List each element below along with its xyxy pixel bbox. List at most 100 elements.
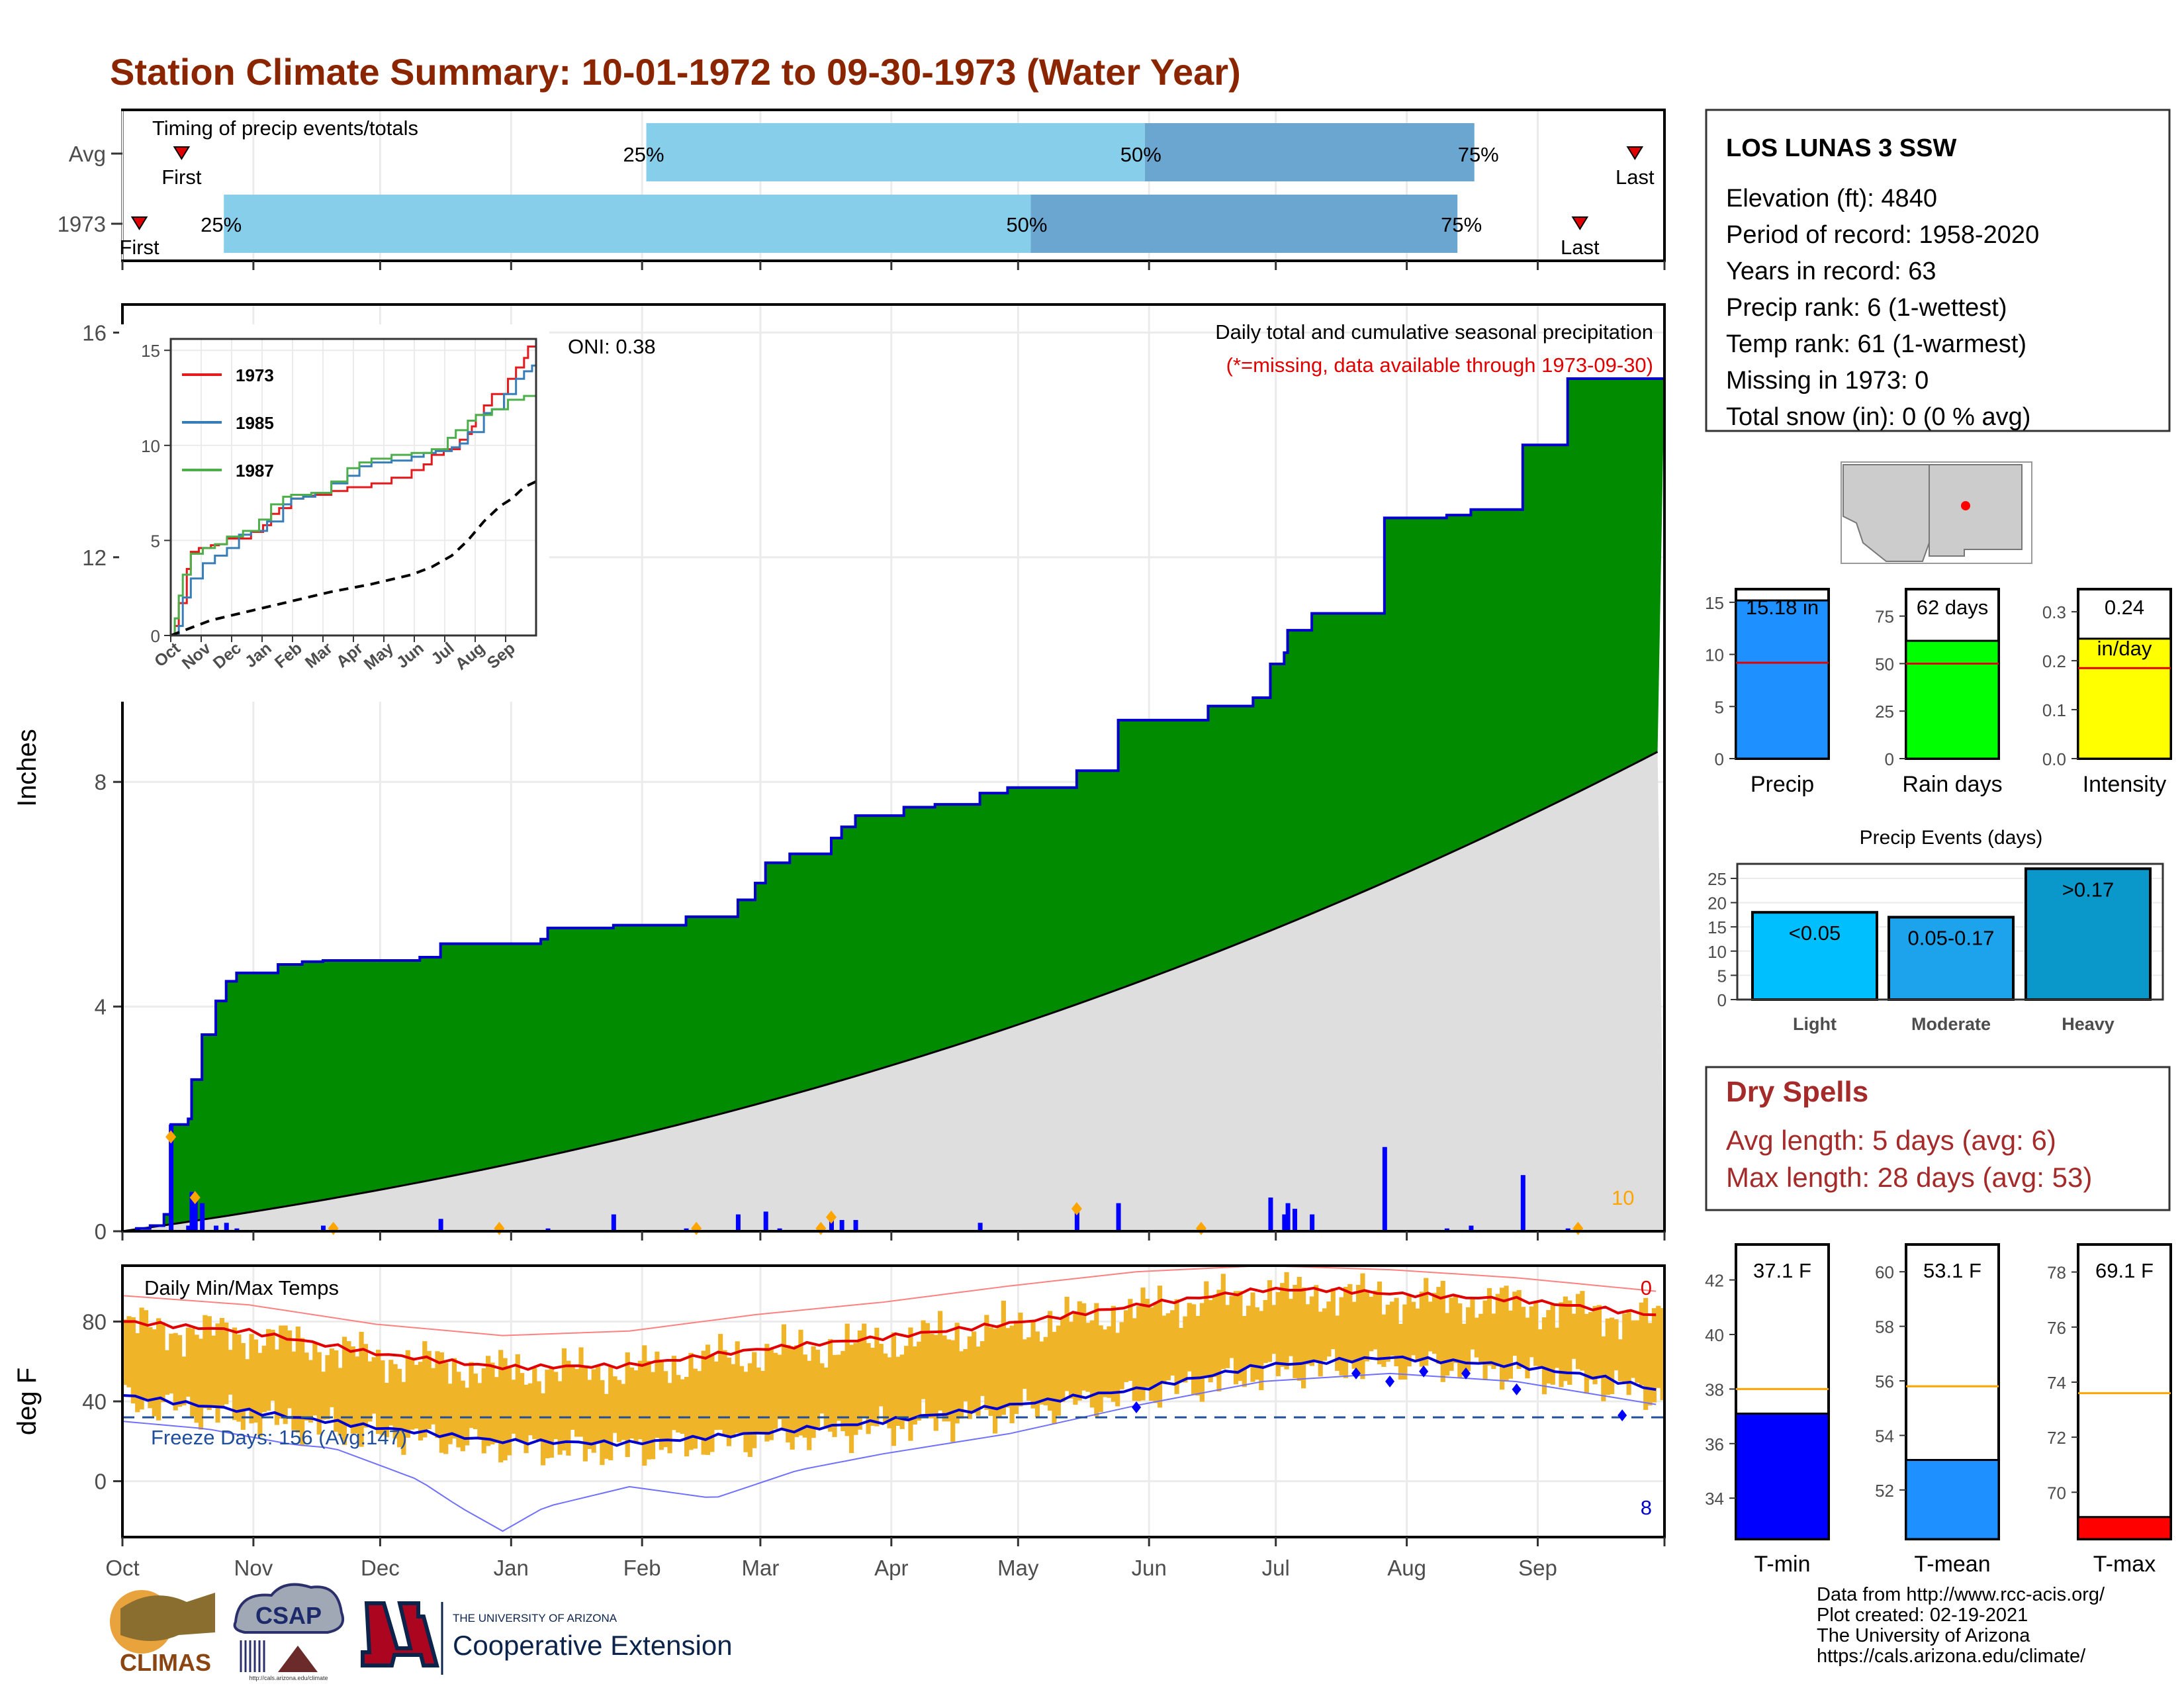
daily-temp-bar xyxy=(1626,1309,1631,1395)
daily-temp-bar xyxy=(523,1384,529,1454)
daily-temp-bar xyxy=(1178,1327,1184,1383)
daily-temp-bar xyxy=(1605,1318,1610,1395)
daily-temp-bar xyxy=(1486,1288,1492,1366)
daily-temp-bar xyxy=(1309,1296,1314,1366)
daily-temp-bar xyxy=(1254,1307,1259,1380)
daily-temp-bar xyxy=(1563,1296,1568,1382)
cumulative-precip-line xyxy=(122,377,1664,1233)
station-info-line: Missing in 1973: 0 xyxy=(1726,367,1929,395)
daily-temp-bar xyxy=(1592,1305,1598,1385)
daily-temp-bar xyxy=(249,1334,254,1424)
temp-summary-ytick-label: 36 xyxy=(1705,1434,1724,1454)
daily-temp-bar xyxy=(1453,1296,1459,1363)
daily-temp-bar xyxy=(786,1344,791,1443)
daily-precip-bar xyxy=(438,1219,443,1231)
daily-temp-bar xyxy=(1165,1313,1171,1381)
daily-temp-bar xyxy=(794,1345,799,1437)
daily-temp-bar xyxy=(485,1356,491,1446)
daily-temp-bar xyxy=(578,1347,584,1437)
daily-temp-bar xyxy=(1056,1325,1061,1416)
daily-temp-bar xyxy=(316,1352,322,1435)
daily-temp-bar xyxy=(1541,1317,1547,1395)
month-axis-label: Apr xyxy=(874,1556,908,1580)
daily-temp-bar xyxy=(1149,1307,1154,1401)
record-max-line xyxy=(122,1265,1657,1336)
daily-temp-bar xyxy=(1394,1297,1399,1366)
daily-temp-bar xyxy=(642,1345,647,1466)
temp-summary-ytick-label: 38 xyxy=(1705,1380,1724,1399)
temp-summary-value-label: 37.1 F xyxy=(1753,1259,1811,1282)
precip-ytick-label: 8 xyxy=(95,770,107,794)
daily-precip-bar xyxy=(735,1214,741,1231)
record-min-marker xyxy=(1617,1409,1627,1422)
temp-summary-ytick-label: 70 xyxy=(2047,1483,2066,1503)
daily-temp-bar xyxy=(1132,1318,1137,1401)
daily-temp-bar xyxy=(870,1348,876,1426)
daily-temp-bar xyxy=(143,1310,149,1401)
daily-temp-bar xyxy=(929,1333,934,1419)
daily-temp-bar xyxy=(705,1344,711,1455)
events-ytick-label: 5 xyxy=(1717,966,1727,986)
temp-title: Daily Min/Max Temps xyxy=(144,1276,339,1299)
daily-temp-bar xyxy=(1030,1321,1036,1409)
daily-temp-bar xyxy=(232,1327,238,1421)
daily-temp-bar xyxy=(553,1372,559,1440)
daily-temp-bar xyxy=(334,1350,339,1432)
daily-temp-bar xyxy=(1364,1292,1369,1362)
daily-temp-bar xyxy=(637,1360,643,1440)
daily-temp-bar xyxy=(380,1360,385,1436)
credits-line: https://cals.arizona.edu/climate/ xyxy=(1817,1646,2086,1667)
daily-precip-bar xyxy=(611,1214,616,1231)
timing-bar-50-75 xyxy=(1144,123,1475,181)
daily-temp-bar xyxy=(1550,1303,1555,1385)
daily-temp-bar xyxy=(887,1357,892,1429)
daily-precip-marker xyxy=(165,1130,177,1144)
csap-logo-mountain xyxy=(278,1646,318,1672)
temp-corner-bottom: 8 xyxy=(1641,1496,1652,1519)
daily-temp-bar xyxy=(164,1350,170,1395)
timing-p50-label: 50% xyxy=(1120,143,1161,166)
daily-temp-bar xyxy=(1208,1299,1213,1383)
daily-temp-bar xyxy=(963,1348,968,1401)
daily-temp-bar xyxy=(1326,1301,1332,1357)
daily-temp-bar xyxy=(997,1325,1002,1417)
daily-temp-bar xyxy=(1479,1313,1484,1362)
daily-temp-bar xyxy=(709,1354,715,1452)
record-min-line xyxy=(122,1372,1657,1532)
daily-temp-bar xyxy=(1013,1320,1019,1415)
month-axis-label: Feb xyxy=(623,1556,661,1580)
daily-temp-bar xyxy=(502,1358,508,1461)
daily-temp-bar xyxy=(561,1348,567,1451)
temp-summary-ytick-label: 42 xyxy=(1705,1271,1724,1291)
daily-temp-bar xyxy=(848,1344,854,1454)
daily-precip-bar xyxy=(853,1220,858,1231)
daily-precip-bar xyxy=(1382,1147,1387,1231)
temp-ylabel: deg F xyxy=(13,1368,42,1435)
daily-temp-bar xyxy=(883,1353,888,1424)
daily-temp-bar xyxy=(224,1322,229,1405)
inset-series-line xyxy=(170,480,537,637)
daily-temp-bar xyxy=(650,1372,656,1460)
daily-temp-bar xyxy=(1415,1308,1420,1362)
daily-temp-bar xyxy=(1347,1284,1353,1363)
daily-temp-bar xyxy=(1128,1299,1133,1381)
daily-temp-bar xyxy=(988,1327,993,1416)
daily-temp-bar xyxy=(1339,1297,1344,1376)
daily-temp-bar xyxy=(325,1355,330,1420)
daily-temp-bar xyxy=(777,1354,782,1420)
daily-temp-bar xyxy=(781,1324,787,1430)
daily-temp-bar xyxy=(676,1375,681,1433)
daily-temp-bar xyxy=(1052,1332,1057,1425)
daily-temp-bar xyxy=(1305,1304,1310,1365)
timing-panel: Timing of precip events/totals Avg 25% 50% 7… xyxy=(58,109,1666,270)
daily-temp-bar xyxy=(511,1380,516,1434)
daily-precip-bar xyxy=(1074,1209,1079,1231)
daily-temp-bar xyxy=(257,1352,263,1437)
summary-ytick-label: 0.3 xyxy=(2042,602,2066,622)
daily-temp-bar xyxy=(1064,1296,1069,1391)
daily-temp-bar xyxy=(1225,1305,1230,1368)
daily-temp-bar xyxy=(1229,1295,1234,1358)
daily-temp-bar xyxy=(646,1360,651,1460)
climas-logo-shape xyxy=(120,1593,215,1641)
daily-temp-bar xyxy=(731,1364,736,1438)
